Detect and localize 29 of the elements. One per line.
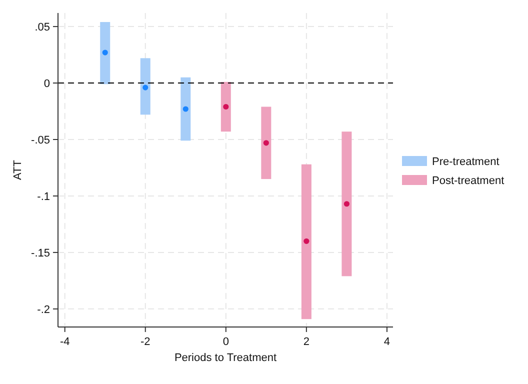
y-tick-label: -.05 xyxy=(31,134,50,147)
y-tick-label: 0 xyxy=(44,78,50,90)
bar xyxy=(342,132,352,276)
x-tick-label: -4 xyxy=(60,336,70,348)
bar xyxy=(301,164,312,320)
y-axis-title: ATT xyxy=(12,160,24,180)
legend-label: Pre-treatment xyxy=(432,156,500,168)
x-axis-title: Periods to Treatment xyxy=(174,352,277,364)
bar xyxy=(261,106,272,180)
bar xyxy=(100,22,110,84)
point xyxy=(182,106,188,112)
x-tick-label: 2 xyxy=(303,336,310,348)
point xyxy=(304,238,310,244)
y-tick-label: -.2 xyxy=(37,304,50,316)
bar xyxy=(180,77,191,141)
point xyxy=(344,201,350,207)
point xyxy=(223,104,229,110)
x-tick-label: 4 xyxy=(384,336,390,348)
y-tick-label: .05 xyxy=(34,22,50,34)
x-tick-label: -2 xyxy=(140,336,150,348)
bar xyxy=(220,82,231,132)
bar xyxy=(140,58,150,115)
point xyxy=(142,84,148,90)
point xyxy=(263,140,269,146)
y-tick-label: -.1 xyxy=(37,190,50,203)
y-tick-label: -.15 xyxy=(31,247,50,260)
point xyxy=(102,50,108,56)
legend-label: Post-treatment xyxy=(432,175,504,187)
x-tick-label: 0 xyxy=(222,336,229,348)
